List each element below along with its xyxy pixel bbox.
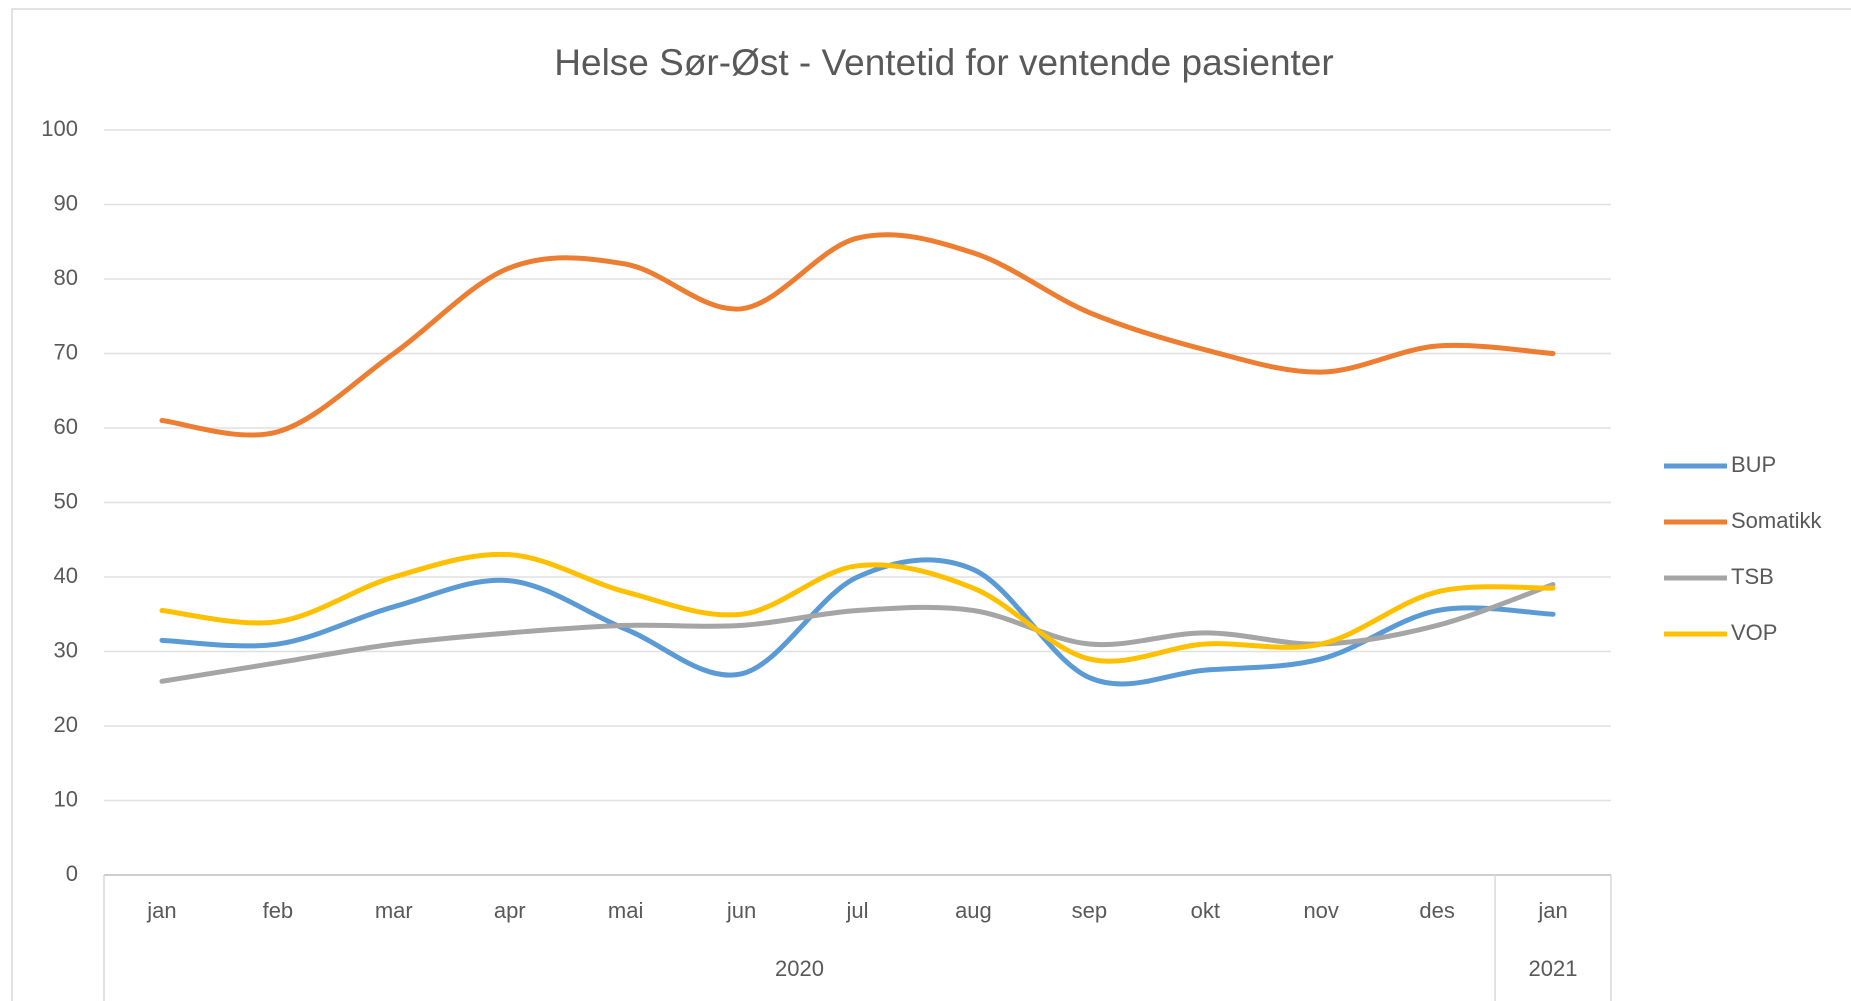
y-tick-label: 100 — [41, 116, 78, 141]
series-line — [159, 232, 1556, 438]
group-label: 2020 — [775, 956, 824, 981]
x-tick-label: jul — [845, 898, 868, 923]
x-tick-label: mai — [608, 898, 643, 923]
x-tick-label: mar — [375, 898, 413, 923]
y-tick-label: 70 — [54, 339, 78, 364]
x-tick-label: okt — [1191, 898, 1220, 923]
y-tick-label: 10 — [54, 786, 78, 811]
legend-label: VOP — [1731, 620, 1777, 645]
x-tick-label: aug — [955, 898, 992, 923]
series-line — [159, 581, 1556, 684]
y-tick-label: 0 — [66, 861, 78, 886]
x-tick-label: nov — [1303, 898, 1338, 923]
y-tick-label: 20 — [54, 712, 78, 737]
x-tick-label: feb — [263, 898, 294, 923]
legend-label: TSB — [1731, 564, 1774, 589]
y-tick-label: 90 — [54, 190, 78, 215]
group-label: 2021 — [1529, 956, 1578, 981]
x-tick-label: jan — [1537, 898, 1567, 923]
x-tick-label: apr — [494, 898, 526, 923]
chart-frame — [11, 8, 1851, 1001]
chart-title: Helse Sør-Øst - Ventetid for ventende pa… — [554, 42, 1333, 83]
legend-label: Somatikk — [1731, 508, 1822, 533]
x-tick-label: jan — [146, 898, 176, 923]
y-tick-label: 30 — [54, 637, 78, 662]
legend-label: BUP — [1731, 452, 1776, 477]
x-tick-label: des — [1419, 898, 1454, 923]
x-tick-label: jun — [726, 898, 756, 923]
y-tick-label: 80 — [54, 265, 78, 290]
y-tick-label: 50 — [54, 488, 78, 513]
y-tick-label: 40 — [54, 563, 78, 588]
x-tick-label: sep — [1072, 898, 1107, 923]
y-tick-label: 60 — [54, 414, 78, 439]
series-line — [159, 557, 1556, 687]
series-line — [159, 551, 1556, 664]
